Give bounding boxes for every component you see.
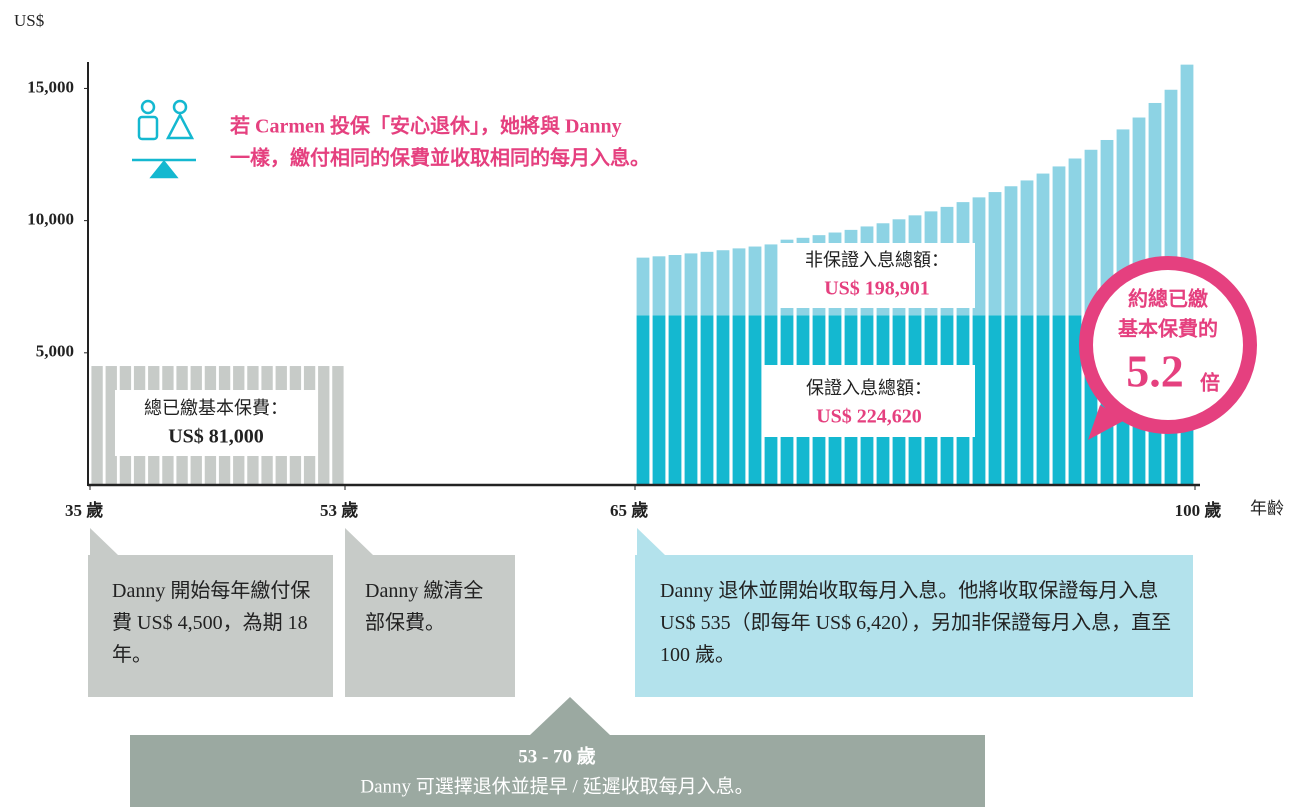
- y-tick-label: 10,000: [27, 210, 74, 229]
- y-tick-label: 5,000: [36, 342, 74, 361]
- bar: [1052, 166, 1066, 316]
- badge-number: 5.2: [1126, 346, 1184, 397]
- bar: [318, 366, 330, 485]
- multiple-badge: 約總已繳 基本保費的 5.2 倍: [1079, 256, 1257, 440]
- bar: [105, 366, 117, 485]
- badge-text: 基本保費的: [1118, 317, 1218, 341]
- bar: [1004, 315, 1018, 485]
- balance-icon: [132, 99, 196, 179]
- note: Danny 開始每年繳付保費 US$ 4,500，為期 18 年。: [112, 580, 311, 666]
- bar: [1180, 64, 1194, 316]
- bar: [1036, 173, 1050, 316]
- annotation: 若 Carmen 投保「安心退休」，她將與 Danny: [229, 114, 622, 138]
- x-tick-label: 53 歲: [320, 500, 358, 520]
- label-box: [780, 243, 975, 308]
- bar: [700, 315, 714, 485]
- bar: [748, 315, 762, 485]
- bar: [972, 197, 986, 316]
- label-box: [115, 390, 318, 456]
- pointer: [530, 697, 610, 735]
- y-tick-label: 15,000: [27, 77, 74, 96]
- note-box: [345, 555, 515, 697]
- note-box: [88, 555, 333, 697]
- bar: [636, 257, 650, 316]
- bar: [716, 315, 730, 485]
- bar: [652, 256, 666, 316]
- option-box: [130, 735, 985, 807]
- annotation: 一樣，繳付相同的保費並收取相同的每月入息。: [230, 146, 650, 170]
- bar: [636, 315, 650, 485]
- note: Danny 退休並開始收取每月入息。他將收取保證每月入息 US$ 535（即每年…: [660, 580, 1172, 666]
- bar: [91, 366, 103, 485]
- total-value: US$ 224,620: [816, 406, 922, 428]
- x-tick-label: 100 歲: [1175, 500, 1222, 520]
- y-axis-label: US$: [14, 11, 44, 30]
- bar: [716, 250, 730, 316]
- bar: [684, 315, 698, 485]
- bar: [652, 315, 666, 485]
- bar: [988, 315, 1002, 485]
- label-box: [763, 365, 975, 437]
- bar: [1100, 139, 1114, 316]
- pointer: [90, 528, 118, 555]
- bar: [668, 315, 682, 485]
- bar: [764, 244, 778, 316]
- total-value: US$ 198,901: [824, 278, 930, 300]
- bar: [332, 366, 344, 485]
- bar: [1084, 149, 1098, 316]
- bar: [668, 254, 682, 316]
- pointer: [345, 528, 373, 555]
- bar: [1068, 158, 1082, 316]
- total-label: 非保證入息總額：: [805, 250, 949, 270]
- note-box: [635, 555, 1193, 697]
- bar: [700, 251, 714, 316]
- bar: [1020, 180, 1034, 316]
- badge-text: 約總已繳: [1128, 287, 1208, 311]
- total-label: 總已繳基本保費：: [144, 398, 288, 418]
- bar: [732, 315, 746, 485]
- bar: [748, 246, 762, 316]
- bar: [1068, 315, 1082, 485]
- x-tick-label: 65 歲: [610, 500, 648, 520]
- option-text: Danny 可選擇退休並提早 / 延遲收取每月入息。: [360, 775, 753, 797]
- badge-text: 倍: [1200, 371, 1220, 395]
- note: Danny 繳清全部保費。: [365, 580, 484, 634]
- total-value: US$ 81,000: [168, 426, 264, 448]
- bar: [1004, 186, 1018, 316]
- bar: [1052, 315, 1066, 485]
- x-axis-label: 年齡: [1250, 499, 1284, 518]
- bar: [1036, 315, 1050, 485]
- bar: [972, 315, 986, 485]
- bar: [732, 248, 746, 316]
- total-label: 保證入息總額：: [806, 378, 932, 398]
- option-title: 53 - 70 歲: [518, 744, 596, 767]
- x-tick-label: 35 歲: [65, 500, 103, 520]
- bar: [684, 253, 698, 316]
- pointer: [637, 528, 665, 555]
- bar: [1020, 315, 1034, 485]
- bar: [988, 192, 1002, 316]
